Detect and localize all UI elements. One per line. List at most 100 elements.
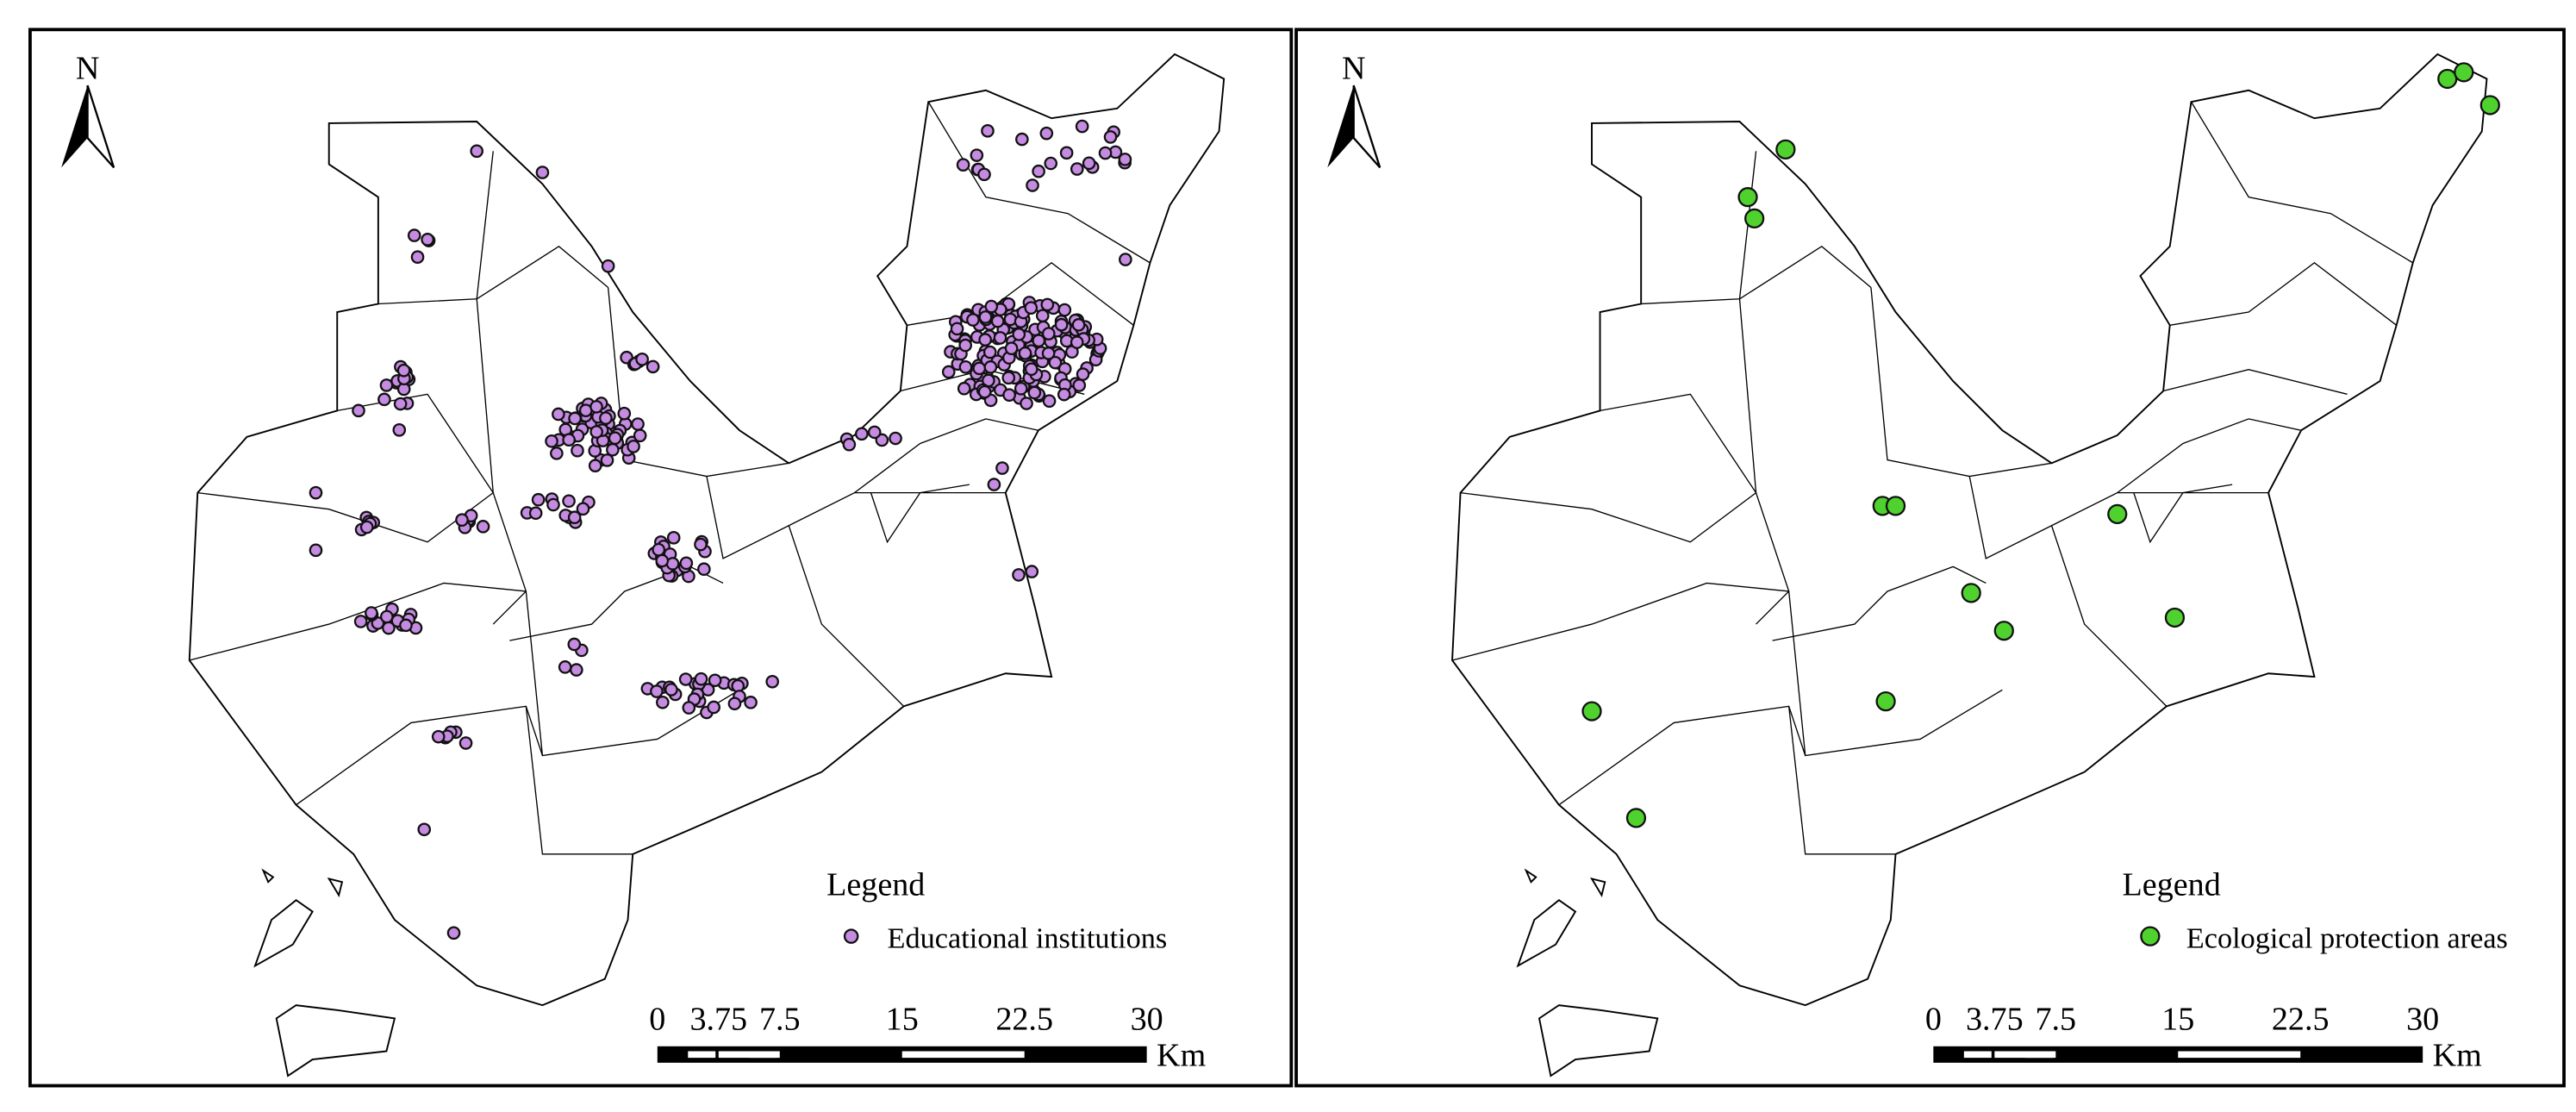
location-point — [1076, 367, 1090, 381]
city-map — [188, 53, 1226, 1078]
location-point — [379, 378, 394, 392]
scale-label: 30 — [2406, 1002, 2439, 1038]
north-label: N — [76, 50, 100, 86]
north-arrow — [1352, 84, 1382, 169]
location-point — [1875, 691, 1896, 712]
location-point — [458, 736, 473, 750]
location-point — [571, 443, 584, 458]
location-point — [1119, 253, 1132, 266]
island — [275, 1004, 396, 1078]
location-point — [1020, 397, 1033, 410]
legend-marker — [843, 928, 859, 944]
panel-frame — [28, 28, 1294, 1088]
district-boundary — [1558, 689, 2003, 806]
map-panel: N Legend Ecological protection areas 0 3.75 7… — [1294, 28, 2566, 1088]
location-point — [1041, 327, 1056, 340]
location-point — [1004, 341, 1019, 355]
location-point — [531, 492, 546, 507]
scale-bar-segment — [688, 1051, 716, 1059]
location-point — [1027, 385, 1042, 400]
scale-bar-segment — [2024, 1051, 2053, 1059]
district-boundary — [2133, 484, 2233, 544]
location-point — [867, 425, 882, 440]
location-point — [966, 313, 980, 327]
scale-label: 0 — [1925, 1002, 1942, 1038]
scale-label: 3.75 — [689, 1002, 747, 1038]
location-point — [995, 461, 1009, 475]
scale-label: 30 — [1131, 1002, 1163, 1038]
scale-unit: Km — [1157, 1038, 1207, 1074]
location-point — [546, 497, 560, 512]
location-point — [1070, 335, 1084, 349]
location-point — [545, 434, 558, 448]
location-point — [377, 392, 391, 407]
location-point — [889, 431, 902, 446]
location-point — [528, 506, 543, 521]
location-point — [568, 411, 582, 426]
scale-label: 22.5 — [995, 1002, 1053, 1038]
district-boundary — [337, 393, 494, 494]
location-point — [601, 259, 615, 273]
location-point — [972, 361, 987, 376]
location-point — [970, 148, 984, 162]
location-point — [1737, 187, 1758, 208]
location-point — [984, 299, 999, 314]
location-point — [431, 729, 446, 744]
scale-bar-segment — [718, 1051, 780, 1059]
north-arrow — [1327, 85, 1354, 168]
location-point — [309, 485, 323, 500]
location-point — [1070, 162, 1084, 176]
district-boundary — [1738, 298, 1790, 625]
location-point — [562, 433, 576, 447]
island — [1537, 1004, 1659, 1078]
location-point — [1581, 701, 1602, 722]
location-point — [983, 360, 998, 374]
location-point — [1001, 371, 1016, 385]
location-point — [1039, 126, 1054, 141]
location-point — [678, 672, 693, 686]
location-point — [2437, 68, 2458, 90]
district-boundary — [1870, 287, 2052, 478]
location-point — [567, 637, 582, 652]
location-point — [978, 333, 992, 347]
location-point — [650, 684, 664, 698]
district-boundary — [854, 418, 1039, 494]
scale-label: 3.75 — [1966, 1002, 2024, 1038]
district-boundary — [1968, 476, 2269, 559]
location-point — [682, 701, 696, 715]
location-point — [978, 310, 993, 324]
location-point — [353, 615, 368, 628]
location-point — [1118, 153, 1132, 166]
location-point — [957, 381, 971, 396]
location-point — [599, 411, 613, 425]
location-point — [694, 537, 708, 552]
scale-label: 15 — [886, 1002, 919, 1038]
district-boundary — [2169, 262, 2398, 326]
location-point — [1057, 303, 1072, 317]
location-point — [1014, 382, 1028, 396]
location-point — [309, 543, 323, 558]
location-point — [410, 250, 425, 265]
district-boundary — [1739, 245, 1872, 300]
location-point — [666, 531, 681, 545]
location-point — [842, 437, 857, 452]
scale-label: 7.5 — [2035, 1002, 2076, 1038]
district-boundary — [189, 582, 527, 661]
location-point — [558, 660, 572, 674]
location-point — [1015, 132, 1029, 147]
panel-frame — [1294, 28, 2566, 1088]
scale-label: 0 — [649, 1002, 665, 1038]
location-point — [1103, 130, 1118, 144]
scale-label: 15 — [2161, 1002, 2194, 1038]
location-point — [977, 167, 991, 182]
location-point — [1002, 388, 1016, 403]
location-point — [455, 513, 469, 527]
legend-label: Ecological protection areas — [2186, 921, 2508, 954]
location-point — [1048, 355, 1063, 370]
island — [253, 899, 314, 968]
location-point — [744, 696, 758, 709]
location-point — [2107, 503, 2128, 525]
location-point — [2164, 607, 2186, 628]
location-point — [392, 422, 407, 437]
